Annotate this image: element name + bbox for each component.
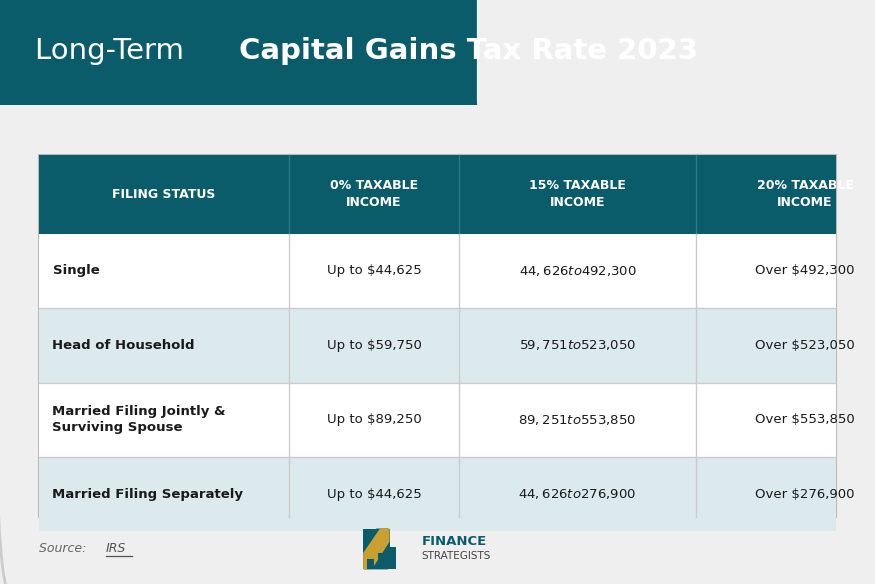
- FancyBboxPatch shape: [477, 0, 875, 130]
- Text: 0% TAXABLE
INCOME: 0% TAXABLE INCOME: [330, 179, 418, 209]
- FancyBboxPatch shape: [378, 553, 385, 569]
- Text: Over $276,900: Over $276,900: [755, 488, 855, 500]
- Text: Head of Household: Head of Household: [52, 339, 195, 352]
- Text: FINANCE: FINANCE: [422, 536, 487, 548]
- Text: Capital Gains Tax Rate 2023: Capital Gains Tax Rate 2023: [239, 37, 698, 65]
- FancyBboxPatch shape: [389, 547, 396, 569]
- Text: 20% TAXABLE
INCOME: 20% TAXABLE INCOME: [757, 179, 853, 209]
- Text: Married Filing Jointly &
Surviving Spouse: Married Filing Jointly & Surviving Spous…: [52, 405, 226, 434]
- FancyBboxPatch shape: [367, 559, 374, 569]
- Polygon shape: [364, 529, 388, 569]
- Text: $44,626 to $492,300: $44,626 to $492,300: [519, 264, 636, 278]
- FancyBboxPatch shape: [39, 234, 836, 308]
- Text: Over $492,300: Over $492,300: [755, 265, 855, 277]
- FancyBboxPatch shape: [39, 457, 836, 531]
- Text: Over $553,850: Over $553,850: [755, 413, 855, 426]
- Polygon shape: [363, 529, 389, 569]
- Text: Long-Term: Long-Term: [35, 37, 193, 65]
- Text: IRS: IRS: [106, 543, 126, 555]
- Text: $89,251 to $553,850: $89,251 to $553,850: [519, 413, 636, 427]
- Text: Up to $44,625: Up to $44,625: [326, 265, 422, 277]
- FancyBboxPatch shape: [39, 155, 836, 517]
- Text: Married Filing Separately: Married Filing Separately: [52, 488, 243, 500]
- Text: Up to $59,750: Up to $59,750: [326, 339, 422, 352]
- Polygon shape: [363, 529, 389, 569]
- Text: Source:: Source:: [39, 543, 91, 555]
- FancyBboxPatch shape: [39, 308, 836, 383]
- Text: Up to $89,250: Up to $89,250: [326, 413, 422, 426]
- FancyBboxPatch shape: [0, 0, 875, 105]
- Text: 15% TAXABLE
INCOME: 15% TAXABLE INCOME: [529, 179, 626, 209]
- Text: Single: Single: [52, 265, 99, 277]
- Text: FILING STATUS: FILING STATUS: [112, 187, 216, 201]
- Text: $59,751 to $523,050: $59,751 to $523,050: [519, 338, 636, 352]
- Text: Up to $44,625: Up to $44,625: [326, 488, 422, 500]
- FancyBboxPatch shape: [39, 155, 836, 234]
- Text: STRATEGISTS: STRATEGISTS: [422, 551, 491, 561]
- FancyBboxPatch shape: [39, 383, 836, 457]
- Text: $44,626 to $276,900: $44,626 to $276,900: [519, 487, 636, 501]
- Text: Over $523,050: Over $523,050: [755, 339, 855, 352]
